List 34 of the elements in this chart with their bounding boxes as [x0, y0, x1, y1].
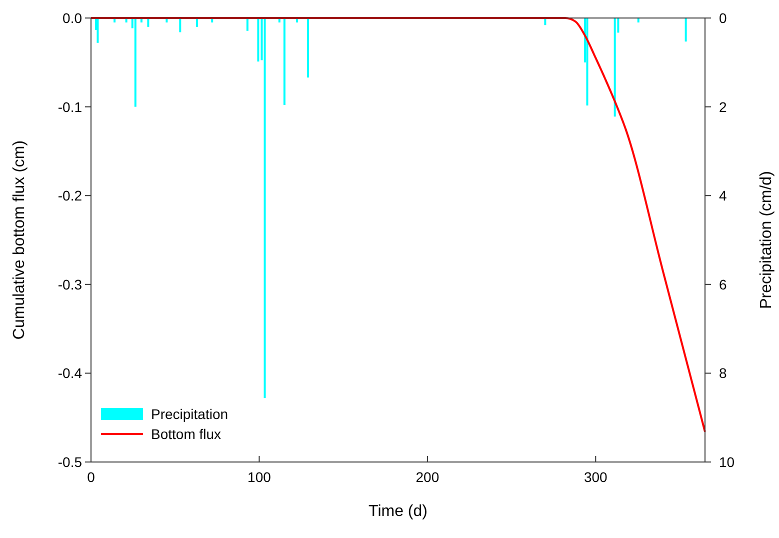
- bar: [246, 18, 248, 31]
- y-tick-label: -0.2: [58, 188, 82, 204]
- bar: [264, 18, 266, 398]
- bar: [614, 18, 616, 117]
- y2-tick-label: 2: [719, 98, 727, 115]
- bar: [586, 18, 588, 106]
- x-tick-label: 100: [248, 469, 272, 485]
- y-tick-label: -0.5: [58, 454, 82, 470]
- y2-tick-label: 8: [719, 365, 727, 382]
- y2-axis-title: Precipitation (cm/d): [758, 171, 775, 309]
- bar: [179, 18, 182, 32]
- x-tick-label: 300: [584, 469, 608, 485]
- bar: [96, 18, 99, 43]
- legend-label: Bottom flux: [151, 426, 222, 442]
- x-axis-title: Time (d): [368, 503, 428, 520]
- bar: [196, 18, 198, 27]
- bar: [134, 18, 136, 107]
- y-tick-label: 0.0: [62, 10, 82, 26]
- y2-tick-label: 6: [719, 276, 727, 292]
- y2-tick-label: 10: [719, 454, 735, 470]
- y-tick-label: -0.1: [58, 98, 82, 115]
- y-tick-label: -0.4: [58, 365, 82, 382]
- legend-label: Precipitation: [151, 406, 228, 422]
- x-tick-label: 200: [416, 469, 440, 485]
- y2-tick-label: 0: [719, 10, 727, 26]
- y-axis-title: Cumulative bottom flux (cm): [11, 140, 28, 340]
- y2-tick-label: 4: [719, 188, 727, 204]
- y-tick-label: -0.3: [58, 276, 82, 292]
- x-tick-label: 0: [87, 469, 96, 485]
- bar: [684, 18, 687, 42]
- bar: [283, 18, 286, 106]
- bar: [147, 18, 150, 27]
- bar: [307, 18, 310, 78]
- bar: [257, 18, 260, 62]
